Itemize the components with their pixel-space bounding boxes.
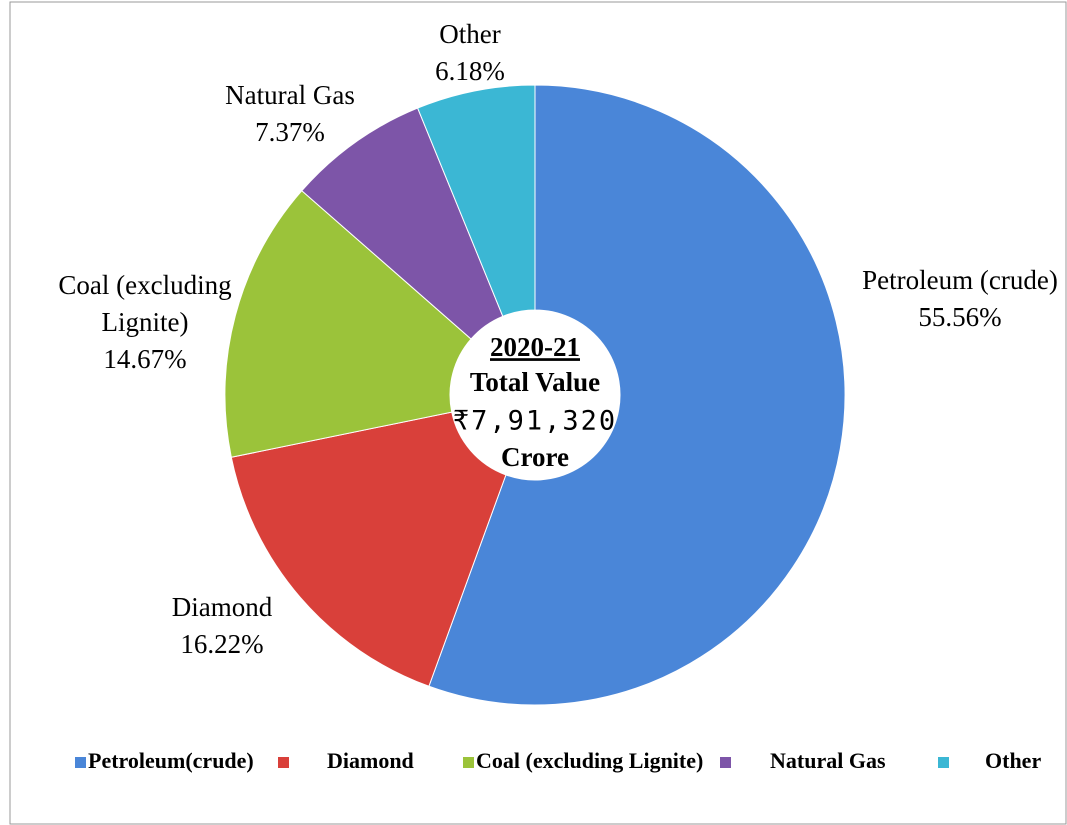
slice-label: Diamond bbox=[172, 592, 273, 622]
slice-value-label: 16.22% bbox=[180, 629, 263, 659]
donut-slice bbox=[230, 411, 507, 687]
center-text: 2020-21 bbox=[490, 332, 580, 362]
slice-label-line: Coal (excluding bbox=[58, 270, 231, 300]
legend-swatch bbox=[75, 757, 86, 768]
slice-label: Natural Gas bbox=[225, 80, 355, 110]
legend-label: Natural Gas bbox=[770, 748, 886, 773]
legend-label: Petroleum(crude) bbox=[88, 748, 254, 773]
center-text: Total Value bbox=[470, 367, 600, 397]
slice-value-label: 14.67% bbox=[103, 344, 186, 374]
donut-slice bbox=[428, 84, 846, 706]
slice-label: Petroleum (crude) bbox=[862, 265, 1058, 295]
legend-label: Other bbox=[985, 748, 1041, 773]
center-text: ₹7,91,320 bbox=[453, 406, 617, 437]
donut-slice bbox=[416, 84, 536, 317]
legend-swatch bbox=[938, 757, 949, 768]
slice-label: Coal (excluding Lignite) bbox=[58, 270, 231, 337]
slice-label: Other bbox=[439, 19, 500, 49]
legend-swatch bbox=[720, 757, 731, 768]
slice-label-line: Lignite) bbox=[102, 307, 189, 337]
legend-swatch bbox=[463, 757, 474, 768]
legend-label: Coal (excluding Lignite) bbox=[476, 748, 703, 773]
slice-value-label: 55.56% bbox=[918, 302, 1001, 332]
legend-label: Diamond bbox=[327, 748, 414, 773]
donut-slice bbox=[224, 190, 472, 458]
slice-value-label: 7.37% bbox=[255, 117, 325, 147]
center-text: Crore bbox=[501, 442, 569, 472]
legend-swatch bbox=[278, 757, 289, 768]
slice-value-label: 6.18% bbox=[435, 56, 505, 86]
